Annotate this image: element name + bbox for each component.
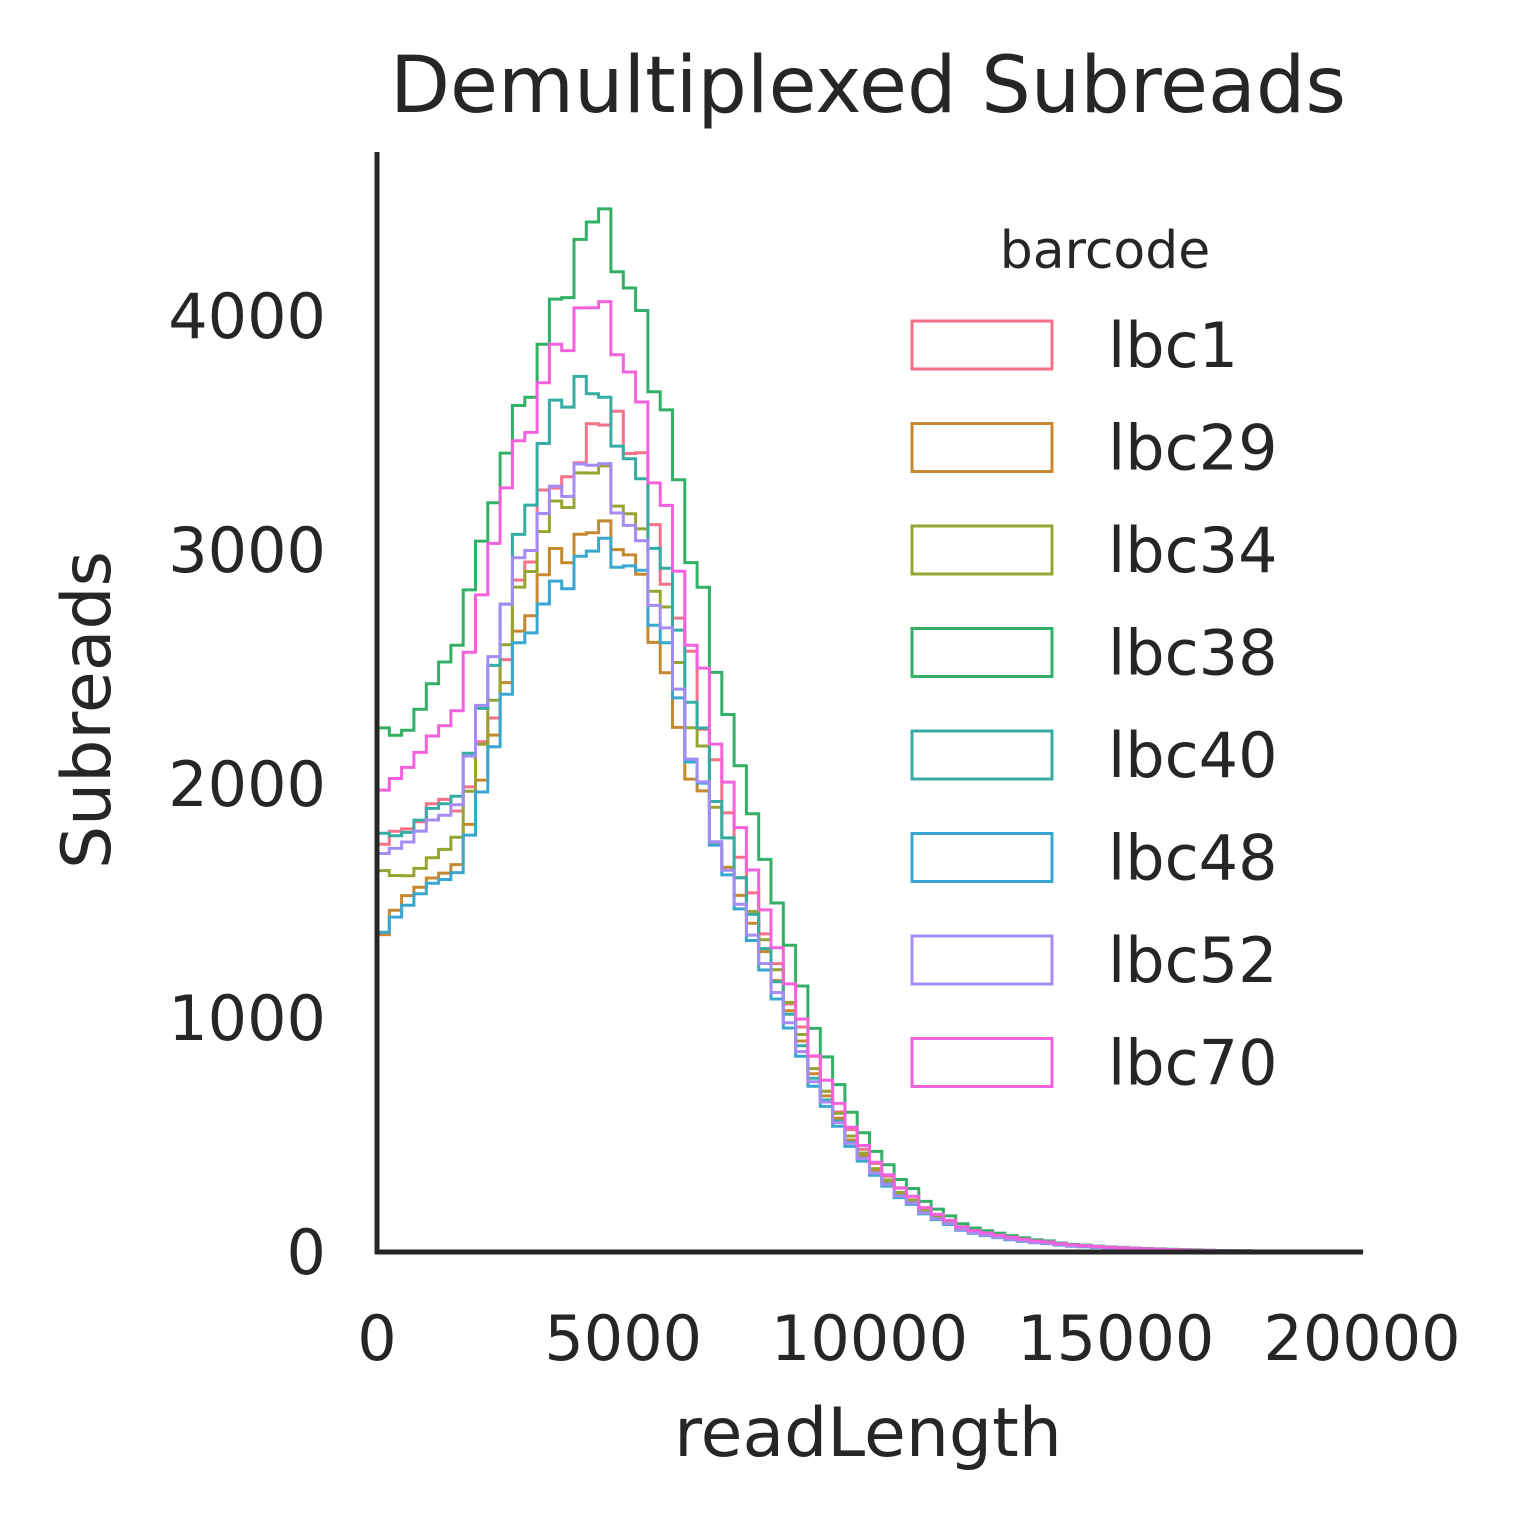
y-tick-labels: 0 1000 2000 3000 4000 bbox=[168, 280, 326, 1289]
y-tick-label-2000: 2000 bbox=[168, 748, 326, 821]
legend-item-lbc40: lbc40 bbox=[910, 719, 1278, 792]
legend-swatch-lbc70 bbox=[910, 1037, 1054, 1088]
legend-label-lbc29: lbc29 bbox=[1108, 412, 1278, 485]
y-tick-label-4000: 4000 bbox=[168, 280, 326, 353]
x-tick-label-20000: 20000 bbox=[1263, 1302, 1460, 1375]
x-axis-label: readLength bbox=[674, 1394, 1062, 1473]
legend-swatch-lbc29 bbox=[910, 422, 1054, 473]
legend-item-lbc70: lbc70 bbox=[910, 1027, 1278, 1100]
legend-swatch-lbc52 bbox=[910, 934, 1054, 986]
legend-label-lbc52: lbc52 bbox=[1108, 924, 1278, 997]
legend-swatch-lbc40 bbox=[910, 729, 1054, 781]
plot-area bbox=[375, 207, 1364, 1254]
legend-item-lbc38: lbc38 bbox=[910, 617, 1278, 690]
y-tick-label-3000: 3000 bbox=[168, 514, 326, 587]
chart-title: Demultiplexed Subreads bbox=[390, 41, 1346, 131]
legend-label-lbc38: lbc38 bbox=[1108, 617, 1278, 690]
legend-swatch-lbc1 bbox=[910, 319, 1054, 371]
legend-item-lbc48: lbc48 bbox=[910, 822, 1278, 895]
legend-item-lbc34: lbc34 bbox=[910, 514, 1278, 587]
legend-label-lbc34: lbc34 bbox=[1108, 514, 1278, 587]
x-tick-label-10000: 10000 bbox=[771, 1302, 968, 1375]
legend-label-lbc1: lbc1 bbox=[1108, 309, 1238, 382]
legend: barcode lbc1lbc29lbc34lbc38lbc40lbc48lbc… bbox=[910, 221, 1278, 1100]
legend-swatch-lbc48 bbox=[910, 832, 1054, 883]
y-axis-label: Subreads bbox=[48, 551, 127, 869]
y-tick-label-1000: 1000 bbox=[168, 982, 326, 1055]
x-tick-label-5000: 5000 bbox=[544, 1302, 702, 1375]
x-tick-labels: 0 5000 10000 15000 20000 bbox=[357, 1302, 1460, 1375]
legend-item-lbc29: lbc29 bbox=[910, 412, 1278, 485]
x-tick-label-15000: 15000 bbox=[1017, 1302, 1214, 1375]
legend-swatch-lbc34 bbox=[910, 524, 1054, 576]
x-tick-label-0: 0 bbox=[357, 1302, 396, 1375]
legend-items: lbc1 lbc29 lbc34 lbc38 lbc40 lbc48 lbc52 lbc70 bbox=[910, 309, 1278, 1100]
y-tick-label-0: 0 bbox=[287, 1216, 326, 1289]
legend-label-lbc40: lbc40 bbox=[1108, 719, 1278, 792]
legend-label-lbc70: lbc70 bbox=[1108, 1027, 1278, 1100]
series-lbc40-outline bbox=[375, 374, 1364, 1254]
legend-title: barcode bbox=[1000, 221, 1211, 281]
legend-item-lbc52: lbc52 bbox=[910, 924, 1278, 997]
legend-item-lbc1: lbc1 bbox=[910, 309, 1238, 382]
legend-swatch-lbc38 bbox=[910, 627, 1054, 678]
legend-label-lbc48: lbc48 bbox=[1108, 822, 1278, 895]
